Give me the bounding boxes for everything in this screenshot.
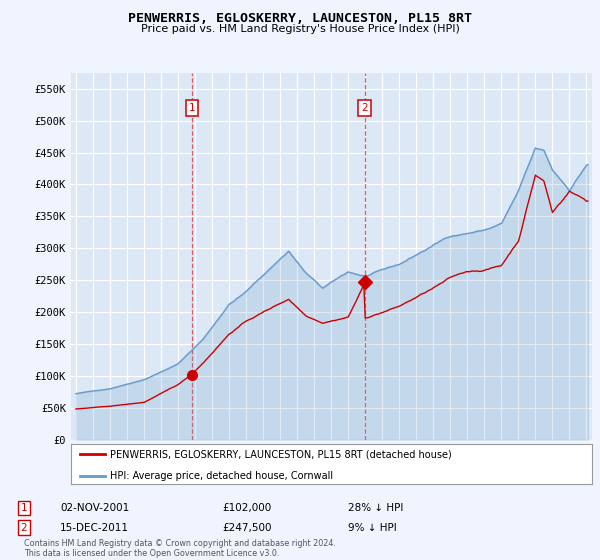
Text: PENWERRIS, EGLOSKERRY, LAUNCESTON, PL15 8RT: PENWERRIS, EGLOSKERRY, LAUNCESTON, PL15 … bbox=[128, 12, 472, 25]
Text: 28% ↓ HPI: 28% ↓ HPI bbox=[348, 503, 403, 513]
Text: 2: 2 bbox=[361, 102, 368, 113]
Text: 9% ↓ HPI: 9% ↓ HPI bbox=[348, 522, 397, 533]
Text: PENWERRIS, EGLOSKERRY, LAUNCESTON, PL15 8RT (detached house): PENWERRIS, EGLOSKERRY, LAUNCESTON, PL15 … bbox=[110, 449, 452, 459]
Text: £247,500: £247,500 bbox=[222, 522, 271, 533]
Text: Price paid vs. HM Land Registry's House Price Index (HPI): Price paid vs. HM Land Registry's House … bbox=[140, 24, 460, 34]
Text: 2: 2 bbox=[20, 522, 28, 533]
Text: 1: 1 bbox=[20, 503, 28, 513]
Text: 1: 1 bbox=[189, 102, 196, 113]
Text: Contains HM Land Registry data © Crown copyright and database right 2024.
This d: Contains HM Land Registry data © Crown c… bbox=[24, 539, 336, 558]
Text: 02-NOV-2001: 02-NOV-2001 bbox=[60, 503, 129, 513]
Text: HPI: Average price, detached house, Cornwall: HPI: Average price, detached house, Corn… bbox=[110, 470, 333, 480]
Text: £102,000: £102,000 bbox=[222, 503, 271, 513]
Text: 15-DEC-2011: 15-DEC-2011 bbox=[60, 522, 129, 533]
